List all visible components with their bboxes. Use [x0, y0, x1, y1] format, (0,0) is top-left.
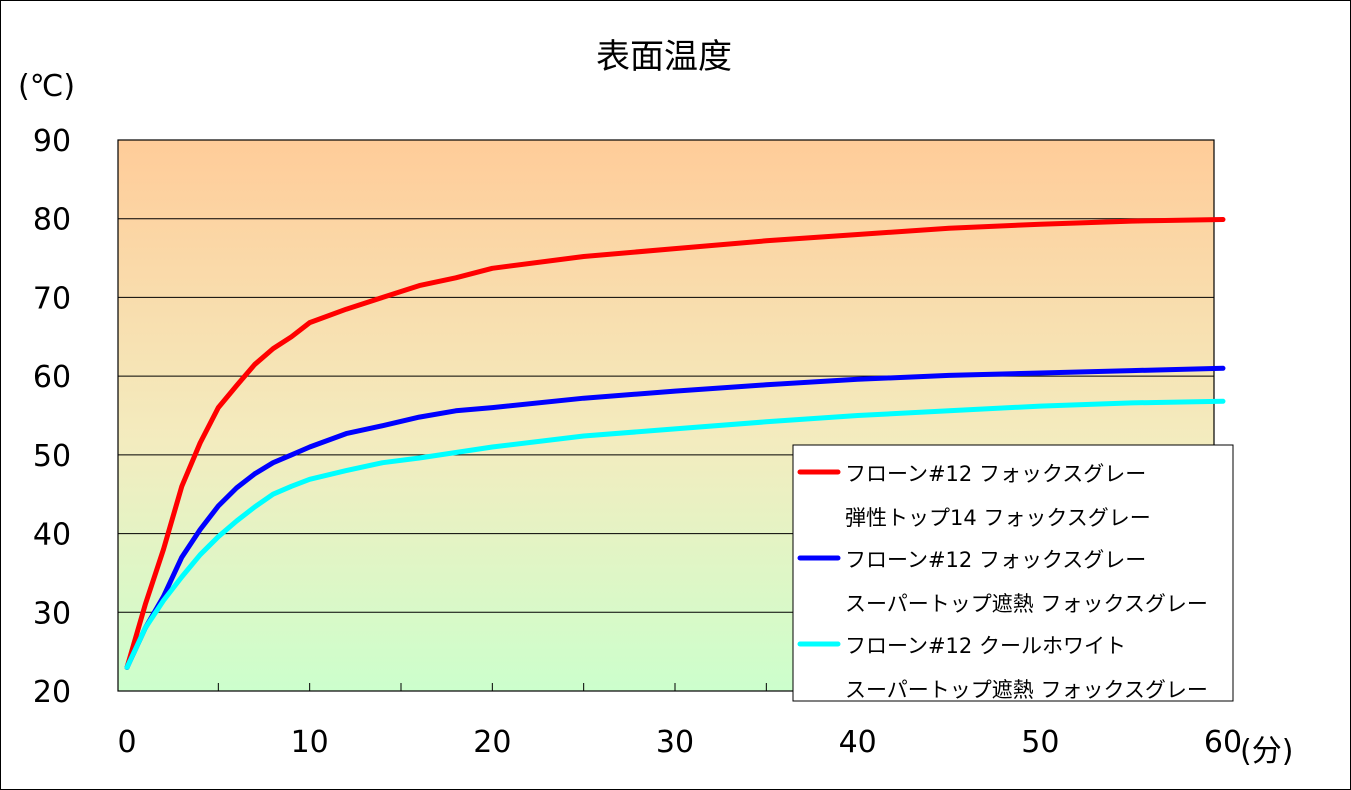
- x-tick-label: 10: [291, 725, 329, 760]
- x-axis-unit: (分): [1240, 734, 1293, 769]
- y-tick-label: 60: [33, 360, 71, 395]
- y-tick-labels: 20 30 40 50 60 70 80 90: [33, 124, 71, 710]
- legend-box: [792, 444, 1234, 702]
- x-tick-label: 50: [1021, 725, 1059, 760]
- x-tick-label: 0: [117, 725, 136, 760]
- legend-label: スーパートップ遮熱 フォックスグレー: [845, 592, 1208, 616]
- y-tick-label: 80: [33, 203, 71, 238]
- x-tick-label: 30: [656, 725, 694, 760]
- y-tick-label: 30: [33, 596, 71, 631]
- series-line-2: [124, 365, 1226, 670]
- y-tick-label: 90: [33, 124, 71, 159]
- gridlines: [118, 218, 1214, 613]
- y-axis-unit: (℃): [18, 69, 75, 104]
- legend-label: フローン#12 フォックスグレー: [845, 548, 1146, 572]
- x-tick-label: 20: [473, 725, 511, 760]
- legend-label: フローン#12 クールホワイト: [845, 634, 1126, 658]
- chart-title: 表面温度: [596, 37, 732, 77]
- y-tick-label: 40: [33, 518, 71, 553]
- y-tick-label: 50: [33, 439, 71, 474]
- series-line-1: [124, 217, 1226, 670]
- series-line-3: [124, 398, 1226, 670]
- x-tick-label: 60: [1204, 725, 1242, 760]
- legend-label: スーパートップ遮熱 フォックスグレー: [845, 678, 1208, 702]
- series-lines: [124, 217, 1226, 670]
- legend-label: フローン#12 フォックスグレー: [845, 462, 1146, 486]
- y-tick-label: 20: [33, 675, 71, 710]
- x-tick-label: 40: [839, 725, 877, 760]
- y-tick-label: 70: [33, 281, 71, 316]
- legend-label: 弾性トップ14 フォックスグレー: [845, 506, 1151, 530]
- x-tick-labels: 0 10 20 30 40 50 60: [117, 725, 1242, 760]
